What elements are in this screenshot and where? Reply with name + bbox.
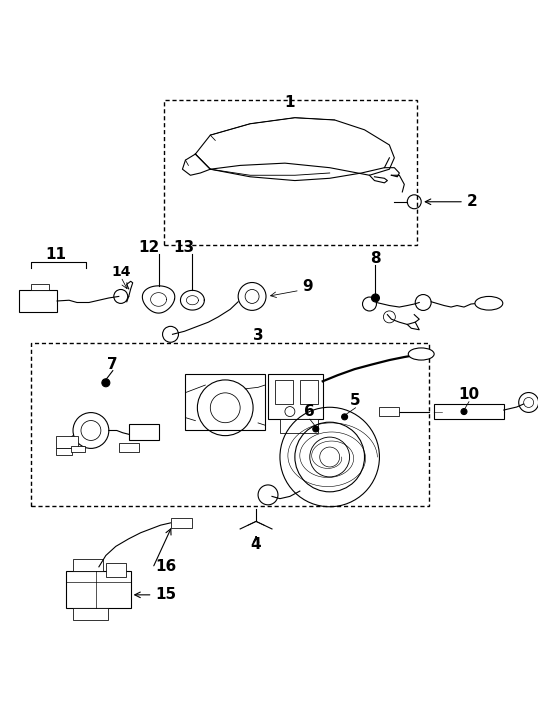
Text: 7: 7 (107, 357, 118, 372)
Bar (185, 374, 265, 430)
Bar (31, 343, 429, 506)
Circle shape (461, 409, 467, 415)
Text: 6: 6 (305, 404, 315, 419)
Bar (56, 436, 78, 448)
Text: 9: 9 (302, 279, 313, 294)
Bar (73, 608, 108, 620)
Text: 2: 2 (467, 194, 478, 210)
Bar (106, 563, 126, 577)
Bar (56, 448, 72, 455)
Bar (31, 285, 49, 290)
Text: 8: 8 (370, 251, 381, 266)
Bar (275, 379, 293, 404)
Text: 13: 13 (173, 240, 194, 255)
Text: 14: 14 (111, 266, 130, 279)
Bar (434, 404, 504, 419)
Circle shape (102, 379, 110, 387)
Bar (71, 445, 85, 452)
Ellipse shape (475, 297, 503, 310)
Bar (379, 407, 399, 416)
Text: 11: 11 (46, 246, 67, 261)
Bar (163, 100, 417, 245)
Text: 12: 12 (138, 240, 159, 255)
Bar (170, 518, 192, 528)
Bar (66, 571, 131, 608)
Circle shape (371, 294, 379, 302)
Text: 1: 1 (285, 95, 295, 110)
Bar (19, 290, 57, 312)
Bar (280, 419, 318, 433)
Text: 10: 10 (458, 387, 480, 402)
Bar (129, 424, 158, 440)
Circle shape (342, 414, 348, 420)
Text: 4: 4 (251, 537, 261, 552)
Text: 15: 15 (156, 588, 177, 603)
Bar (73, 559, 103, 571)
Text: 3: 3 (253, 329, 264, 343)
Text: 16: 16 (156, 559, 177, 574)
Circle shape (313, 426, 319, 432)
Bar (300, 379, 318, 404)
Bar (268, 374, 323, 419)
Ellipse shape (408, 348, 434, 360)
Bar (119, 443, 139, 452)
Text: 5: 5 (350, 393, 361, 408)
